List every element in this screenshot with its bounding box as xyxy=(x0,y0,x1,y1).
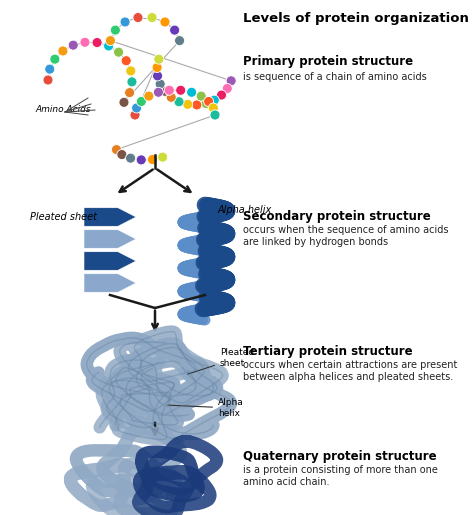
Circle shape xyxy=(111,145,121,154)
Circle shape xyxy=(160,86,170,96)
Circle shape xyxy=(147,12,157,23)
Circle shape xyxy=(217,90,227,100)
Circle shape xyxy=(209,95,219,105)
Circle shape xyxy=(125,88,135,98)
Circle shape xyxy=(155,79,165,89)
Circle shape xyxy=(182,99,193,109)
Circle shape xyxy=(196,91,206,101)
Text: Alpha helix: Alpha helix xyxy=(218,205,272,215)
Polygon shape xyxy=(84,230,136,248)
Circle shape xyxy=(120,17,130,27)
Circle shape xyxy=(121,56,131,66)
Circle shape xyxy=(133,12,143,23)
Circle shape xyxy=(147,154,157,164)
Circle shape xyxy=(92,38,102,47)
Circle shape xyxy=(187,87,197,97)
Circle shape xyxy=(68,40,78,50)
Circle shape xyxy=(136,155,146,165)
Polygon shape xyxy=(84,208,136,226)
Text: Pleated sheet: Pleated sheet xyxy=(30,212,97,222)
Circle shape xyxy=(154,54,164,64)
Circle shape xyxy=(174,36,184,46)
Circle shape xyxy=(126,66,136,76)
Text: occurs when the sequence of amino acids
are linked by hydrogen bonds: occurs when the sequence of amino acids … xyxy=(243,225,448,247)
Circle shape xyxy=(104,41,114,51)
Text: Pleated
sheet: Pleated sheet xyxy=(188,348,254,374)
Circle shape xyxy=(137,96,146,107)
Circle shape xyxy=(114,47,124,57)
Circle shape xyxy=(176,85,186,95)
Circle shape xyxy=(132,103,142,113)
Circle shape xyxy=(45,64,55,74)
Circle shape xyxy=(105,36,116,46)
Text: Quaternary protein structure: Quaternary protein structure xyxy=(243,450,437,463)
Text: Tertiary protein structure: Tertiary protein structure xyxy=(243,345,413,358)
Circle shape xyxy=(50,54,60,64)
Circle shape xyxy=(160,17,170,27)
Circle shape xyxy=(226,76,236,86)
Circle shape xyxy=(153,71,163,81)
Circle shape xyxy=(130,110,140,120)
Text: is a protein consisting of more than one
amino acid chain.: is a protein consisting of more than one… xyxy=(243,465,438,487)
Circle shape xyxy=(117,149,127,160)
Polygon shape xyxy=(84,252,136,270)
Circle shape xyxy=(210,110,220,120)
Text: occurs when certain attractions are present
between alpha helices and pleated sh: occurs when certain attractions are pres… xyxy=(243,360,457,382)
Circle shape xyxy=(119,97,129,107)
Circle shape xyxy=(58,46,68,56)
Circle shape xyxy=(204,96,214,107)
Text: Amino Acids: Amino Acids xyxy=(35,105,91,114)
Circle shape xyxy=(201,98,211,109)
Text: Primary protein structure: Primary protein structure xyxy=(243,55,413,68)
Text: Secondary protein structure: Secondary protein structure xyxy=(243,210,431,223)
Circle shape xyxy=(222,83,232,93)
Circle shape xyxy=(164,85,174,95)
Polygon shape xyxy=(84,274,136,292)
Text: is sequence of a chain of amino acids: is sequence of a chain of amino acids xyxy=(243,72,427,82)
Circle shape xyxy=(110,25,120,35)
Circle shape xyxy=(144,91,154,101)
Circle shape xyxy=(154,87,164,97)
Circle shape xyxy=(43,75,53,85)
Text: Levels of protein organization: Levels of protein organization xyxy=(243,12,469,25)
Circle shape xyxy=(174,97,184,107)
Circle shape xyxy=(152,62,162,73)
Circle shape xyxy=(192,100,202,110)
Circle shape xyxy=(166,92,176,102)
Circle shape xyxy=(209,103,219,113)
Circle shape xyxy=(80,37,90,47)
Circle shape xyxy=(127,77,137,87)
Circle shape xyxy=(126,153,136,163)
Circle shape xyxy=(158,152,168,162)
Circle shape xyxy=(170,25,180,35)
Text: Alpha
helix: Alpha helix xyxy=(168,398,244,418)
